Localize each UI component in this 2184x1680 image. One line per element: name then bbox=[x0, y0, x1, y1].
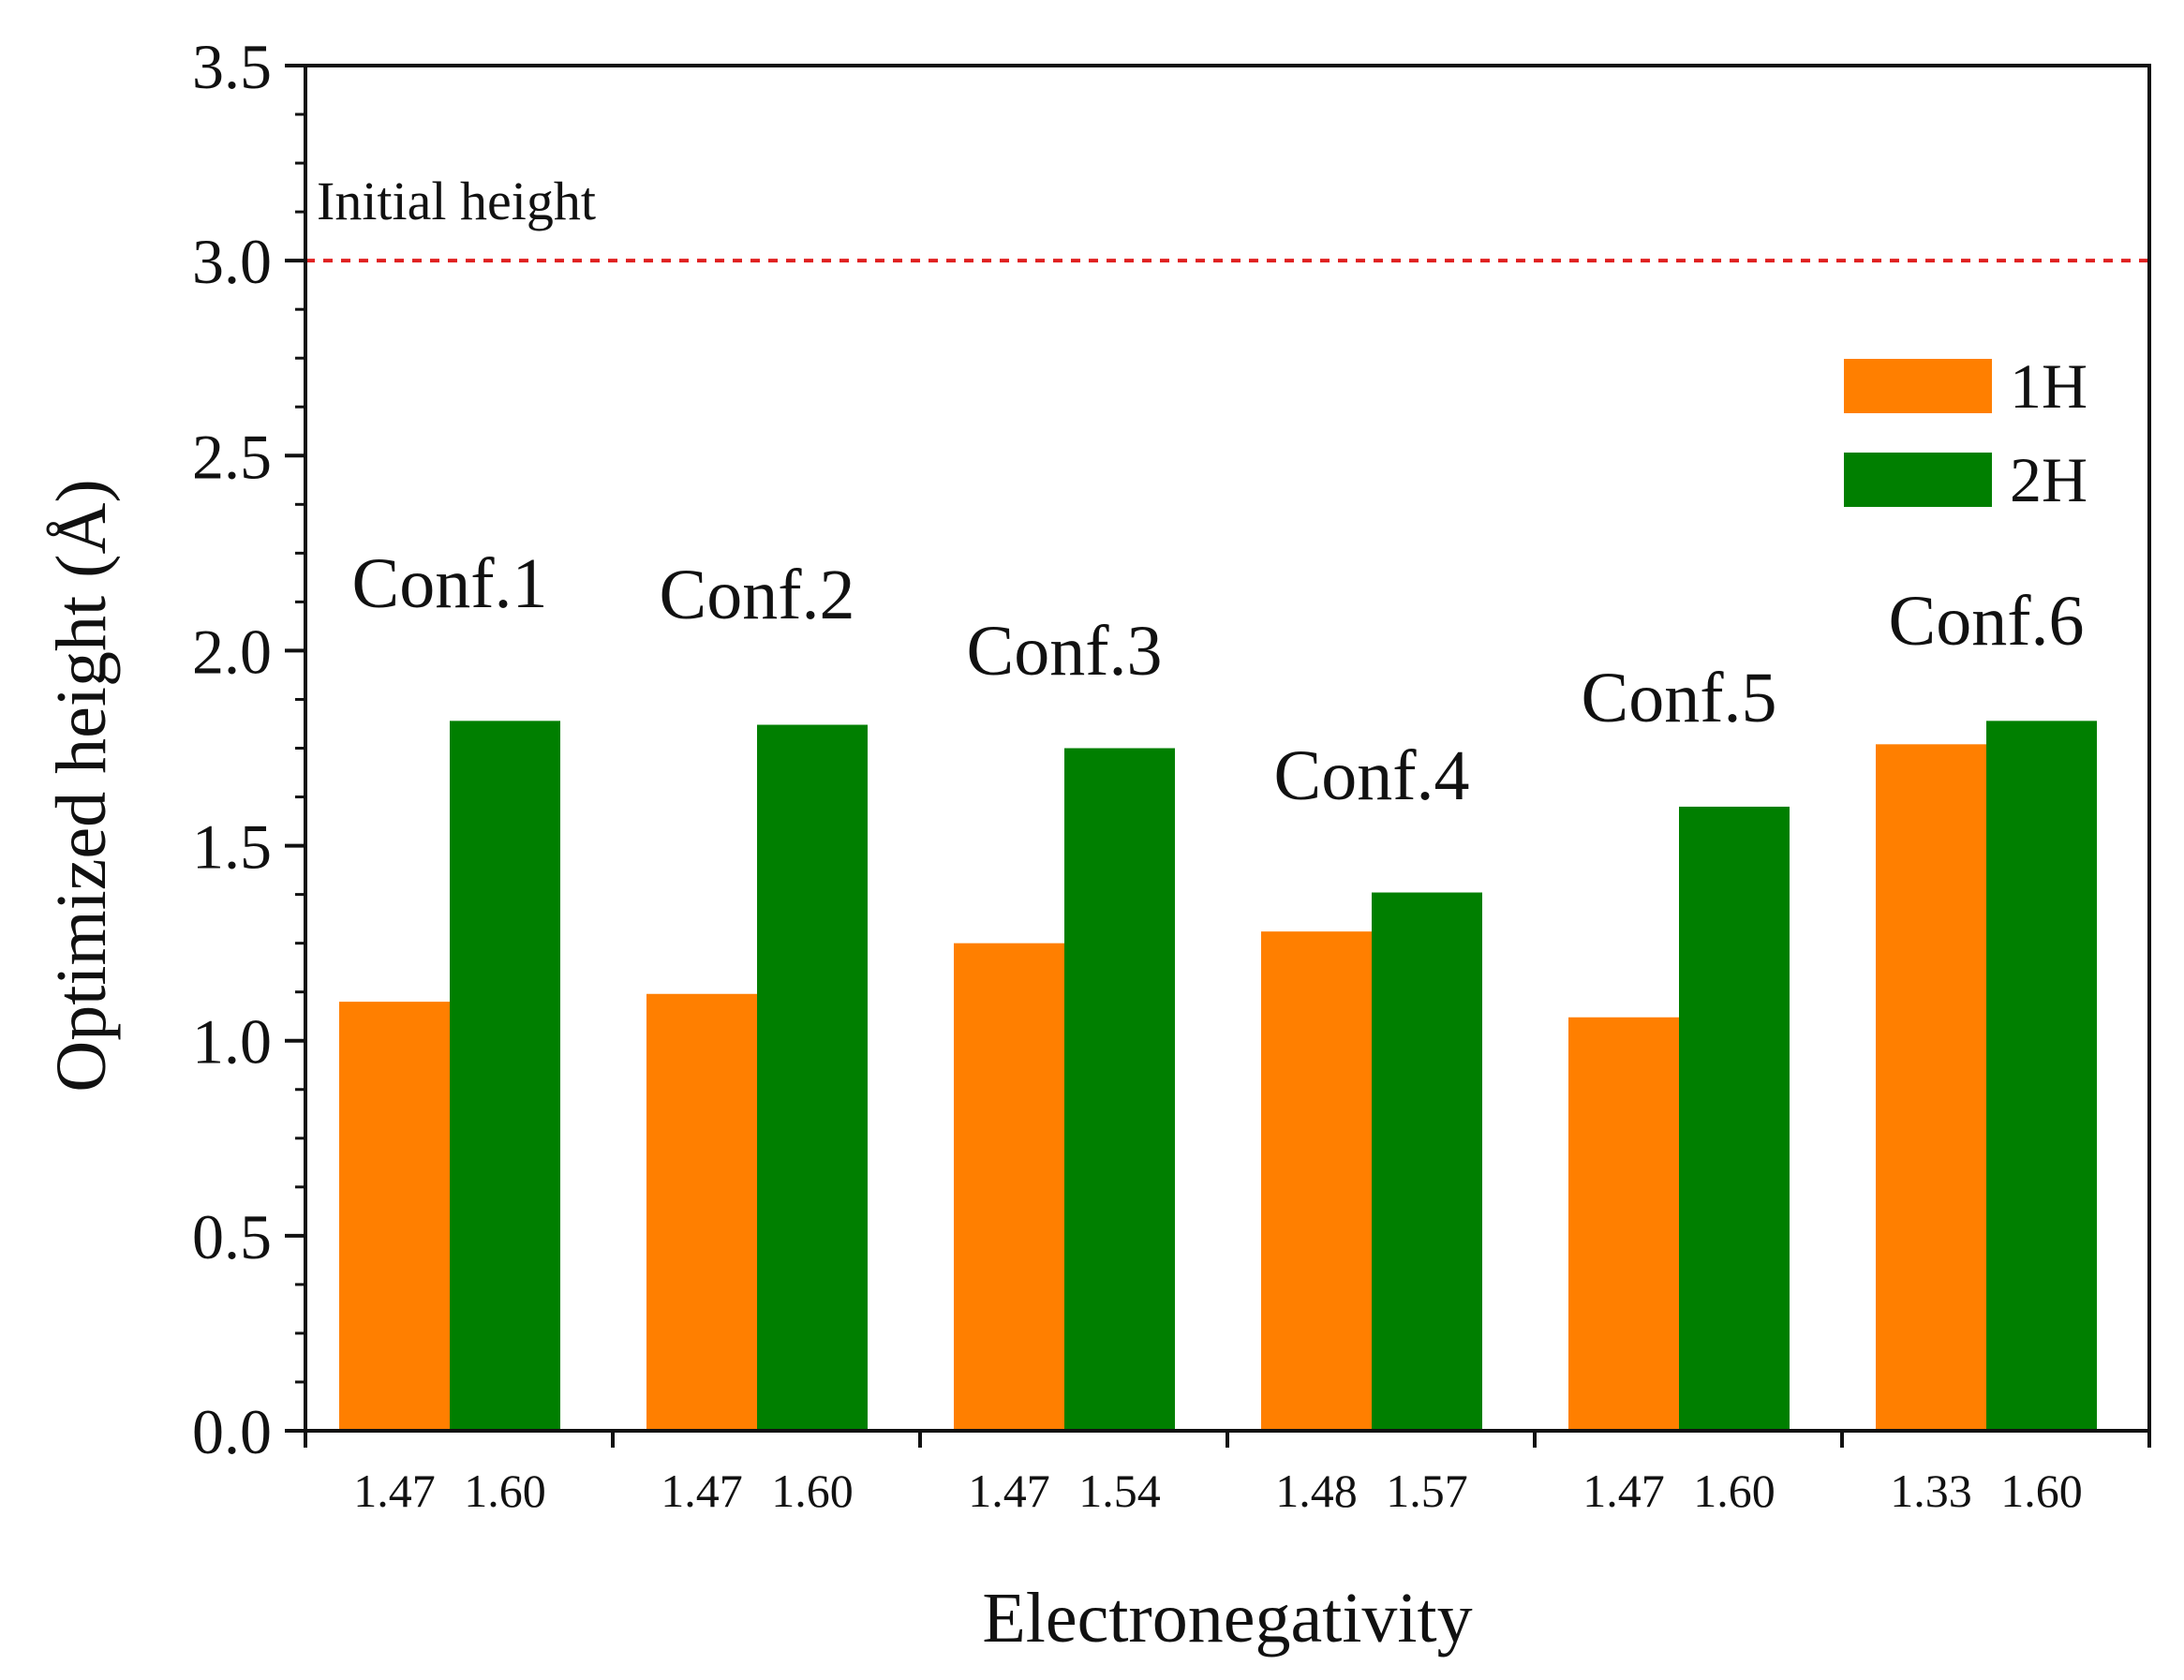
electronegativity-label: 1.33 bbox=[1890, 1464, 1972, 1517]
y-tick-label: 2.0 bbox=[192, 616, 272, 687]
conf-label: Conf.2 bbox=[660, 556, 855, 634]
conf-label: Conf.5 bbox=[1582, 659, 1777, 737]
y-tick-label: 3.0 bbox=[192, 226, 272, 297]
electronegativity-label: 1.47 bbox=[353, 1464, 436, 1517]
legend-label-2H: 2H bbox=[2010, 444, 2087, 515]
electronegativity-label: 1.54 bbox=[1078, 1464, 1161, 1517]
electronegativity-label: 1.60 bbox=[771, 1464, 854, 1517]
initial-height-label: Initial height bbox=[317, 171, 596, 231]
bar-2H-Conf.1 bbox=[450, 721, 560, 1431]
conf-label: Conf.1 bbox=[352, 544, 548, 623]
legend-label-1H: 1H bbox=[2010, 350, 2087, 422]
electronegativity-label: 1.47 bbox=[1582, 1464, 1665, 1517]
legend-swatch-1H bbox=[1844, 359, 1992, 413]
electronegativity-label: 1.47 bbox=[661, 1464, 743, 1517]
y-tick-label: 1.5 bbox=[192, 811, 272, 883]
bar-2H-Conf.4 bbox=[1372, 892, 1482, 1431]
electronegativity-label: 1.48 bbox=[1275, 1464, 1358, 1517]
bars-layer bbox=[339, 721, 2097, 1431]
labels-layer: 1.47 1.60 Conf.1 1.47 1.60 Conf.2 1.47 1.54 Conf… bbox=[42, 479, 2085, 1658]
conf-label: Conf.3 bbox=[967, 612, 1163, 691]
conf-label: Conf.6 bbox=[1889, 582, 2085, 661]
bar-1H-Conf.3 bbox=[954, 943, 1064, 1431]
y-axis-title: Optimized height (Å) bbox=[42, 479, 121, 1092]
bar-2H-Conf.3 bbox=[1064, 748, 1175, 1431]
y-tick-label: 2.5 bbox=[192, 421, 272, 492]
bar-1H-Conf.6 bbox=[1876, 744, 1986, 1431]
bar-1H-Conf.4 bbox=[1261, 931, 1372, 1431]
conf-label: Conf.4 bbox=[1274, 736, 1470, 815]
electronegativity-label: 1.60 bbox=[464, 1464, 546, 1517]
bar-2H-Conf.6 bbox=[1986, 721, 2097, 1431]
bar-1H-Conf.5 bbox=[1568, 1017, 1679, 1431]
bar-1H-Conf.1 bbox=[339, 1002, 450, 1431]
bar-1H-Conf.2 bbox=[646, 993, 757, 1431]
y-tick-label: 1.0 bbox=[192, 1006, 272, 1078]
y-tick-label: 0.0 bbox=[192, 1396, 272, 1467]
electronegativity-label: 1.60 bbox=[1693, 1464, 1775, 1517]
electronegativity-label: 1.57 bbox=[1386, 1464, 1468, 1517]
legend-swatch-2H bbox=[1844, 453, 1992, 507]
reference-layer: Initial height bbox=[305, 171, 2149, 263]
electronegativity-label: 1.60 bbox=[2000, 1464, 2083, 1517]
y-tick-label: 0.5 bbox=[192, 1201, 272, 1272]
axes-layer: 0.0 0.5 1.0 1.5 2.0 2.5 3.0 3.5 bbox=[192, 31, 2151, 1467]
x-axis-title: Electronegativity bbox=[982, 1579, 1472, 1658]
electronegativity-label: 1.47 bbox=[968, 1464, 1050, 1517]
y-tick-label: 3.5 bbox=[192, 31, 272, 102]
plot-frame bbox=[304, 64, 2151, 1433]
bar-2H-Conf.2 bbox=[757, 724, 868, 1431]
bar-2H-Conf.5 bbox=[1679, 806, 1790, 1431]
